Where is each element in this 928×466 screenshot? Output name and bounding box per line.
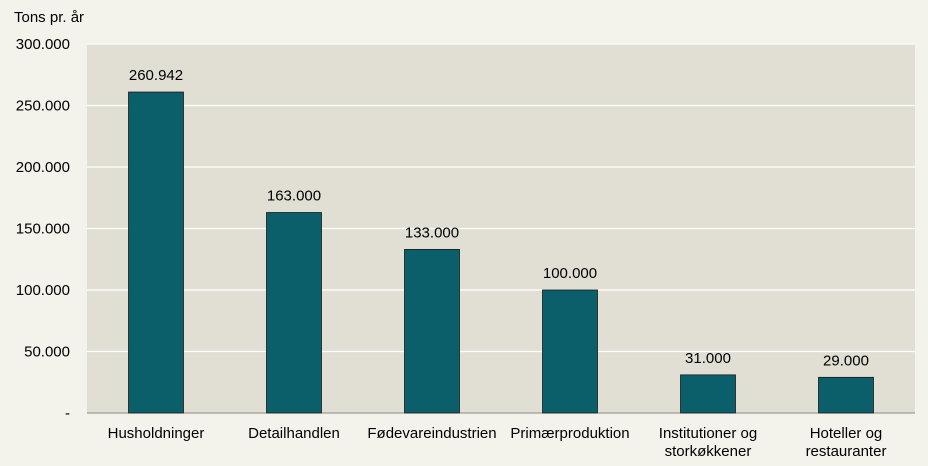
bar — [128, 91, 184, 414]
y-tick-label: 250.000 — [16, 98, 70, 115]
data-label: 31.000 — [685, 350, 731, 367]
x-tick-label: Primærproduktion — [510, 425, 629, 442]
bar — [680, 374, 736, 414]
bar — [542, 289, 598, 414]
data-labels: 260.942 163.000 133.000 100.000 31.000 29.000 — [129, 67, 869, 369]
x-tick-label: Detailhandlen — [248, 425, 340, 442]
bar — [404, 249, 460, 414]
bars — [128, 91, 874, 414]
gridlines — [87, 43, 915, 414]
y-tick-label: 200.000 — [16, 159, 70, 176]
x-tick-label: Institutioner og storkøkkener — [659, 425, 757, 460]
data-label: 163.000 — [267, 188, 321, 205]
data-label: 133.000 — [405, 224, 459, 241]
bar — [818, 376, 874, 414]
y-tick-label: 50.000 — [24, 344, 70, 361]
x-tick-label: Fødevareindustrien — [367, 425, 496, 442]
x-tick-label: Husholdninger — [108, 425, 205, 442]
data-label: 260.942 — [129, 67, 183, 84]
y-tick-label: 150.000 — [16, 221, 70, 238]
data-label: 29.000 — [823, 352, 869, 369]
y-axis-label: Tons pr. år — [14, 9, 84, 26]
data-label: 100.000 — [543, 265, 597, 282]
bar — [266, 212, 322, 414]
x-tick-label: Hoteller og restauranter — [806, 425, 887, 460]
y-tick-label: - — [65, 405, 70, 422]
x-axis-ticks: Husholdninger Detailhandlen Fødevareindust… — [108, 425, 887, 460]
y-axis-ticks: - 50.000 100.000 150.000 200.000 250.000 300.0… — [16, 36, 70, 422]
y-tick-label: 100.000 — [16, 282, 70, 299]
y-tick-label: 300.000 — [16, 36, 70, 53]
